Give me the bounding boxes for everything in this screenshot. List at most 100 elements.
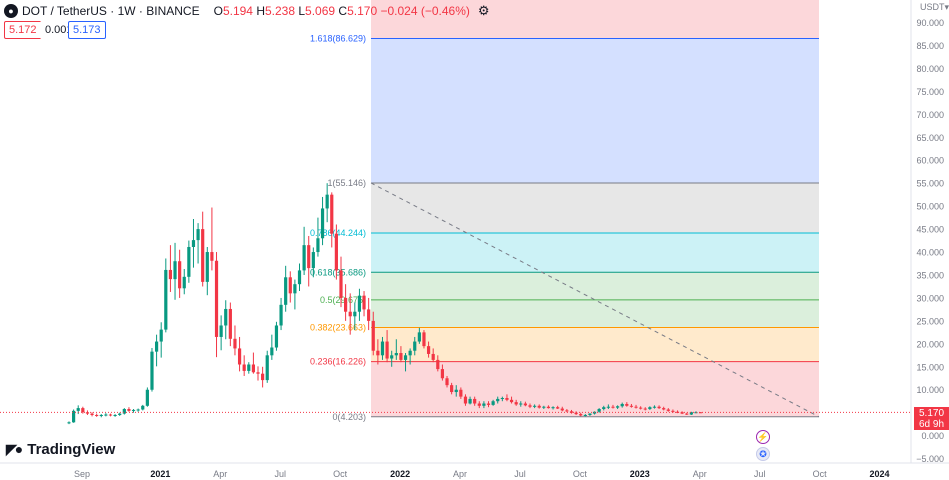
- candle-body: [385, 341, 389, 359]
- time-axis[interactable]: Sep 2021 Apr Jul Oct 2022 Apr Jul Oct 2023 Apr Jul O…: [74, 469, 890, 479]
- chevron-down-icon: ▾: [944, 2, 949, 12]
- last-price-label: 5.170 6d 9h: [914, 407, 949, 430]
- candle-body: [431, 353, 435, 360]
- candle-body: [597, 409, 601, 412]
- price-tick-label: 75.000: [916, 87, 944, 97]
- tradingview-logo[interactable]: ◤● TradingView: [6, 440, 115, 458]
- candle-body: [629, 405, 634, 407]
- candle-body: [643, 408, 647, 410]
- candle-body: [127, 409, 131, 411]
- candle-body: [334, 233, 338, 271]
- candle-body: [265, 355, 269, 381]
- candle-body: [357, 295, 362, 312]
- fib-level-label: 0.382(23.663): [310, 322, 366, 332]
- candle-body: [666, 409, 670, 411]
- candle-body: [279, 304, 283, 326]
- candle-body: [307, 245, 311, 269]
- candle-body: [72, 410, 76, 423]
- candle-body: [108, 414, 113, 416]
- candle-body: [403, 355, 408, 360]
- price-tick-label: 90.000: [916, 18, 944, 28]
- fib-zone: [371, 327, 819, 362]
- candle-body: [297, 270, 302, 285]
- candle-body: [496, 398, 500, 402]
- time-tick-label: 2022: [390, 469, 410, 479]
- polkadot-icon[interactable]: ●: [4, 4, 18, 18]
- bid-price-button[interactable]: 5.172: [4, 21, 42, 39]
- candle-body: [542, 406, 546, 408]
- candle-body: [293, 284, 297, 294]
- candle-body: [76, 408, 80, 411]
- candle-body: [537, 405, 541, 408]
- time-tick-label: 2021: [150, 469, 170, 479]
- candle-body: [509, 399, 514, 403]
- candle-body: [445, 378, 449, 386]
- symbol-title[interactable]: DOT / TetherUS · 1W · BINANCE: [22, 4, 200, 18]
- candle-body: [302, 245, 306, 271]
- candle-body: [233, 338, 237, 349]
- us-flag-icon[interactable]: ✪: [756, 447, 770, 461]
- candle-body: [344, 297, 348, 312]
- time-tick-label: Jul: [754, 469, 766, 479]
- time-tick-label: Oct: [813, 469, 828, 479]
- candle-body: [196, 229, 200, 241]
- price-change: −0.024 (−0.46%): [380, 4, 470, 18]
- candle-body: [556, 407, 560, 409]
- candle-body: [376, 350, 380, 356]
- candle-body: [367, 309, 371, 321]
- currency-unit-selector[interactable]: USDT▾: [920, 2, 949, 12]
- candle-body: [523, 403, 527, 406]
- candle-body: [565, 410, 569, 412]
- candle-body: [164, 269, 168, 330]
- fib-zone: [371, 361, 819, 417]
- candle-body: [154, 341, 159, 352]
- time-tick-label: Jul: [274, 469, 286, 479]
- price-tick-label: 35.000: [916, 270, 944, 280]
- candle-body: [371, 320, 375, 351]
- candle-body: [270, 347, 274, 356]
- fib-level-label: 1.618(86.629): [310, 33, 366, 43]
- candle-body: [210, 252, 214, 261]
- candle-body: [99, 414, 103, 416]
- bar-countdown: 6d 9h: [918, 419, 945, 430]
- fib-zone: [371, 233, 819, 273]
- candle-body: [514, 402, 518, 405]
- candle-body: [145, 389, 149, 406]
- candle-body: [436, 359, 440, 370]
- candle-body: [219, 325, 223, 337]
- candle-body: [224, 308, 228, 326]
- candle-body: [122, 409, 126, 414]
- candle-body: [90, 413, 94, 415]
- price-tick-label: 80.000: [916, 64, 944, 74]
- candle-body: [634, 406, 638, 408]
- fib-retracement-drawing[interactable]: 1.618(86.629) 1(55.146) 0.786(44.244) 0.618…: [310, 0, 819, 422]
- candle-body: [247, 364, 251, 371]
- fib-level-label: 0.236(16.226): [310, 357, 366, 367]
- candle-body: [339, 270, 343, 298]
- candle-body: [288, 277, 292, 294]
- time-tick-label: Apr: [693, 469, 707, 479]
- candle-body: [680, 412, 684, 414]
- candle-body: [440, 369, 445, 379]
- candle-body: [602, 407, 606, 410]
- fib-zone: [371, 299, 819, 328]
- candle-body: [201, 229, 205, 282]
- fib-zone-top: [371, 0, 819, 39]
- candle-body: [459, 389, 463, 397]
- candle-body: [118, 413, 122, 415]
- candle-body: [316, 238, 320, 253]
- price-axis[interactable]: 90.000 85.000 80.000 75.000 70.000 65.000 60.0…: [916, 18, 944, 464]
- time-tick-label: Oct: [333, 469, 348, 479]
- candle-body: [500, 398, 504, 400]
- candle-body: [251, 364, 255, 373]
- candle-body: [348, 311, 352, 317]
- price-tick-label: 70.000: [916, 110, 944, 120]
- candle-body: [662, 408, 666, 410]
- candle-body: [325, 194, 329, 209]
- candle-body: [463, 396, 468, 404]
- lightning-icon[interactable]: ⚡: [756, 430, 770, 444]
- gear-icon[interactable]: ⚙: [477, 3, 490, 18]
- ask-price-button[interactable]: 5.173: [68, 21, 106, 39]
- price-tick-label: 45.000: [916, 225, 944, 235]
